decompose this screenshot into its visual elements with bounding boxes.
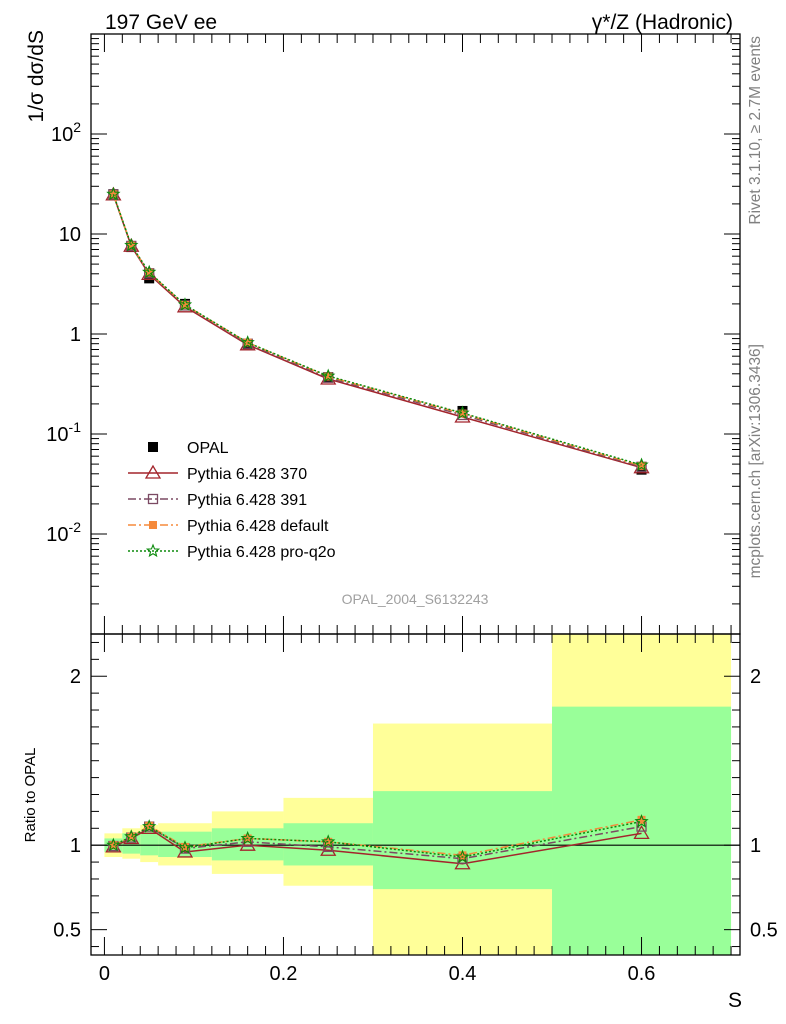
ratio-series-3-point-3 (177, 840, 193, 854)
legend-marker-1 (144, 464, 162, 479)
main-series-3-point-6 (458, 409, 467, 418)
ratio-y-tick-label-right: 0.5 (750, 920, 778, 942)
main-series-3-point-3 (180, 300, 189, 309)
ratio-uncertainty-bands (91, 634, 740, 955)
ratio-series-3-point-5 (321, 834, 336, 848)
main-series-1-line (112, 194, 642, 469)
legend-marker-4 (145, 543, 161, 558)
ratio-series-3-point-7 (634, 814, 649, 828)
legend-label-1: Pythia 6.428 370 (187, 466, 307, 483)
ratio-series-0-point-5 (320, 841, 337, 856)
ratio-series-3-point-1 (124, 829, 139, 843)
ratio-series-2-point-0 (109, 841, 118, 850)
ratio-series-2-point-6 (458, 851, 467, 860)
main-y-tick-exponent: 2 (73, 119, 81, 135)
legend-label-0: OPAL (187, 440, 229, 457)
main-series-2-point-0 (108, 189, 119, 200)
main-series-4-point-2 (142, 264, 157, 279)
main-series-4-point-6 (455, 405, 470, 420)
ratio-series-group (105, 814, 650, 870)
ratio-series-2-point-1 (127, 832, 136, 841)
ratio-y-tick-label-left: 1 (70, 835, 81, 857)
main-series-2-point-3 (179, 300, 191, 311)
legend-marker-3 (149, 521, 157, 529)
main-series-4-point-1 (124, 237, 139, 252)
main-y-tick-label: 10-2 (46, 519, 81, 546)
main-series-3-point-5 (324, 372, 333, 381)
ratio-series-3-point-4 (240, 830, 255, 845)
rivet-version-label: Rivet 3.1.10, ≥ 2.7M events (747, 36, 764, 225)
main-series-2-point-1 (126, 240, 137, 252)
main-y-tick-exponent: -2 (69, 519, 82, 535)
main-y-axis-label: 1/σ dσ/dS (25, 30, 48, 122)
analysis-watermark: OPAL_2004_S6132243 (342, 591, 489, 607)
legend-marker-2 (147, 493, 159, 505)
main-series-3-point-7 (637, 461, 646, 470)
ratio-y-tick-label-left: 0.5 (53, 920, 81, 942)
main-series-4-point-7 (634, 457, 649, 472)
ratio-y-axis-label: Ratio to OPAL (22, 748, 39, 843)
main-series-3-point-1 (127, 241, 136, 250)
legend-label-3: Pythia 6.428 default (187, 518, 329, 535)
main-series-4-point-3 (177, 297, 193, 311)
x-tick-label: 0.2 (270, 963, 298, 985)
main-series-2-line (112, 194, 642, 468)
x-tick-label: 0.4 (449, 963, 477, 985)
main-series-4-point-4 (240, 335, 255, 349)
ratio-y-tick-label-right: 2 (750, 666, 761, 688)
ratio-band-green-2 (140, 831, 159, 856)
ratio-series-0-point-4 (239, 836, 256, 851)
ratio-band-green-6 (372, 791, 553, 890)
ratio-series-2-point-7 (637, 815, 646, 824)
ratio-series-3-line (113, 820, 642, 858)
ratio-series-3-point-2 (142, 819, 157, 833)
legend-label-2: Pythia 6.428 391 (187, 492, 307, 509)
main-series-3-point-2 (145, 268, 154, 277)
main-y-tick-label: 10-1 (46, 419, 81, 446)
main-series-4-line (112, 193, 642, 466)
x-axis-label: S (728, 989, 742, 1012)
legend-label-4: Pythia 6.428 pro-q2o (187, 544, 336, 561)
main-y-tick-label: 1 (70, 324, 81, 346)
title-right: γ*/Z (Hadronic) (592, 11, 733, 34)
main-series-group (105, 186, 650, 475)
legend: OPAL Pythia 6.428 370 Pythia 6.428 391 Pyth… (128, 440, 336, 561)
main-y-tick-label: 102 (51, 119, 81, 146)
ratio-series-3-point-6 (455, 849, 470, 864)
main-y-tick-label: 10 (59, 224, 81, 246)
legend-marker-0 (148, 442, 158, 452)
axes-group: 10-2 10-1 1 10 102 0 0.2 0.4 0.6 0.5 0.5 1 1 2 2 (46, 33, 778, 985)
x-tick-label: 0.6 (628, 963, 656, 985)
mcplots-reference-label: mcplots.cern.ch [arXiv:1306.3436] (747, 344, 764, 578)
ratio-y-tick-label-right: 1 (750, 835, 761, 857)
main-series-4-point-5 (321, 368, 336, 383)
main-y-tick-exponent: -1 (69, 419, 82, 435)
ratio-series-3-point-0 (106, 837, 121, 852)
ratio-y-tick-label-left: 2 (70, 666, 81, 688)
title-left: 197 GeV ee (105, 11, 217, 34)
main-series-4-point-0 (106, 186, 121, 201)
main-series-3-line (112, 194, 642, 467)
x-tick-label: 0 (99, 963, 110, 985)
ratio-series-0-point-7 (633, 825, 650, 840)
